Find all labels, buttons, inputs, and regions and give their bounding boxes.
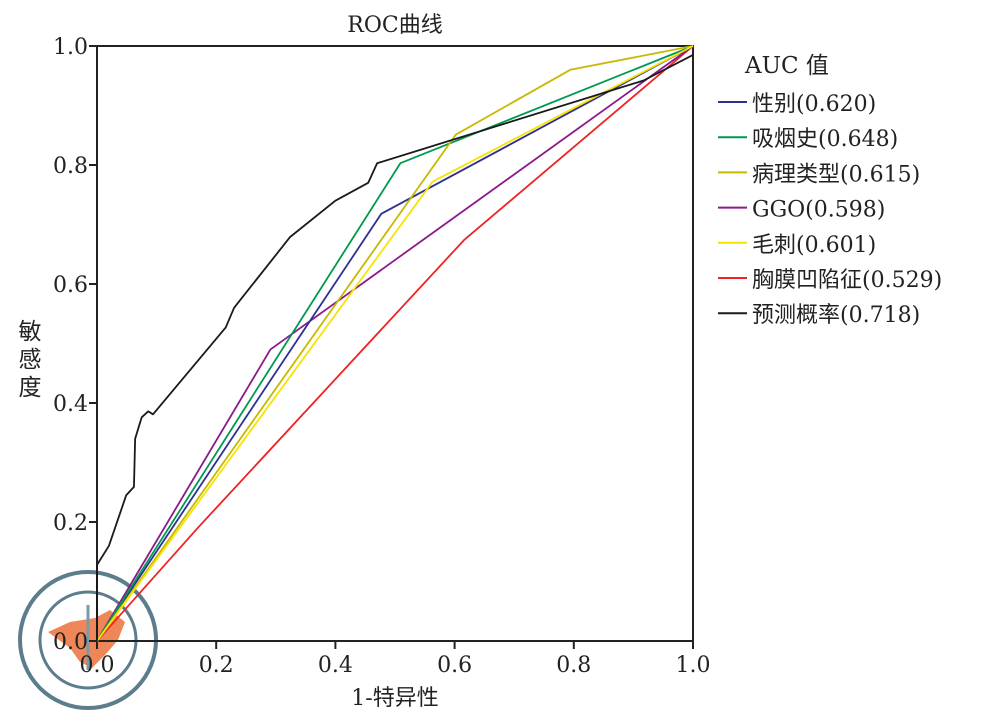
x-tick-label: 0.2	[199, 653, 234, 678]
series-line	[96, 54, 694, 641]
x-tick-label: 1.0	[676, 653, 711, 678]
legend-label: 性别(0.620)	[752, 92, 876, 117]
y-tick-label: 0.4	[53, 392, 88, 417]
plot-frame	[96, 45, 694, 642]
y-tick-label: 0.0	[53, 630, 88, 655]
series-line	[96, 45, 694, 642]
y-tick-label: 1.0	[53, 35, 88, 60]
legend-label: 毛刺(0.601)	[752, 233, 876, 258]
axes: 0.0 0.2 0.4 0.6 0.8 1.0 0.0 0.2 0.4 0.6 0.8 1.0	[53, 35, 711, 678]
legend-label: 预测概率(0.718)	[752, 303, 920, 328]
x-tick-label: 0.4	[318, 653, 353, 678]
series-line	[96, 45, 694, 642]
x-tick-label: 0.6	[437, 653, 472, 678]
y-tick-label: 0.2	[53, 511, 88, 536]
legend: AUC 值 性别(0.620) 吸烟史(0.648) 病理类型(0.615) GGO(…	[718, 53, 942, 328]
legend-label: 病理类型(0.615)	[752, 162, 920, 187]
x-tick-label: 0.0	[80, 653, 115, 678]
series-line	[96, 45, 694, 642]
y-axis-label: 敏感度	[18, 319, 42, 401]
legend-label: GGO(0.598)	[752, 198, 885, 223]
x-tick-label: 0.8	[556, 653, 591, 678]
legend-title: AUC 值	[744, 53, 829, 79]
y-tick-label: 0.6	[53, 273, 88, 298]
chart-title: ROC曲线	[347, 13, 442, 38]
legend-label: 胸膜凹陷征(0.529)	[752, 268, 942, 293]
series-line	[96, 45, 694, 642]
series-lines	[96, 45, 694, 642]
x-axis-label: 1-特异性	[351, 686, 438, 711]
y-tick-label: 0.8	[53, 154, 88, 179]
legend-label: 吸烟史(0.648)	[752, 127, 898, 152]
series-line	[96, 45, 694, 642]
series-line	[96, 45, 694, 642]
